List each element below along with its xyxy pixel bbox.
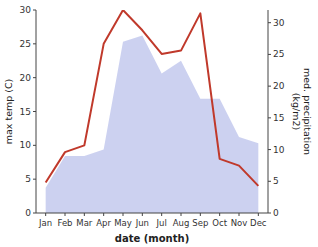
x-tick-label: Sep bbox=[192, 218, 208, 228]
plot-area bbox=[46, 10, 259, 213]
x-tick bbox=[258, 213, 259, 216]
y-tick bbox=[33, 111, 36, 112]
x-tick bbox=[239, 213, 240, 216]
x-tick bbox=[142, 213, 143, 216]
line bbox=[46, 10, 259, 186]
y-tick bbox=[33, 77, 36, 78]
x-tick-label: Jun bbox=[135, 218, 149, 228]
x-tick-label: Aug bbox=[173, 218, 190, 228]
y2-tick-label: 5 bbox=[273, 176, 279, 186]
y2-axis-label: med. precipitation(kg/m2) bbox=[291, 68, 313, 155]
chart-svg: 051015202530051015202530JanFebMarAprMayJ… bbox=[0, 0, 318, 247]
area bbox=[46, 35, 259, 213]
y2-tick bbox=[268, 22, 271, 23]
x-tick-label: Oct bbox=[212, 218, 227, 228]
x-tick-label: Dec bbox=[250, 218, 267, 228]
y2-tick bbox=[268, 213, 271, 214]
y2-tick-label: 30 bbox=[273, 18, 285, 28]
x-tick bbox=[103, 213, 104, 216]
y-tick bbox=[33, 43, 36, 44]
y-tick-label: 30 bbox=[20, 5, 32, 15]
y-tick bbox=[33, 213, 36, 214]
x-tick bbox=[161, 213, 162, 216]
x-tick-label: May bbox=[114, 218, 132, 228]
y2-axis-label-line: med. precipitation bbox=[302, 68, 313, 155]
y-tick bbox=[33, 179, 36, 180]
x-tick-label: Feb bbox=[57, 218, 72, 228]
x-tick bbox=[123, 213, 124, 216]
y-tick-label: 10 bbox=[20, 140, 32, 150]
x-tick bbox=[65, 213, 66, 216]
x-axis-line bbox=[36, 213, 268, 214]
y2-tick bbox=[268, 117, 271, 118]
x-tick bbox=[200, 213, 201, 216]
y-tick-label: 25 bbox=[20, 39, 31, 49]
y2-tick bbox=[268, 54, 271, 55]
y-tick-label: 20 bbox=[20, 73, 32, 83]
y-tick-label: 5 bbox=[25, 174, 31, 184]
x-tick bbox=[219, 213, 220, 216]
y2-axis-line bbox=[268, 10, 269, 213]
y-axis-label: max temp (C) bbox=[3, 79, 14, 145]
y2-axis-label-line: (kg/m2) bbox=[291, 93, 302, 130]
y2-tick-label: 0 bbox=[273, 208, 279, 218]
x-tick bbox=[45, 213, 46, 216]
x-tick bbox=[84, 213, 85, 216]
y2-tick bbox=[268, 181, 271, 182]
x-tick-label: Mar bbox=[76, 218, 93, 228]
y2-tick-label: 25 bbox=[273, 49, 284, 59]
x-tick bbox=[181, 213, 182, 216]
y2-tick bbox=[268, 149, 271, 150]
y-tick-label: 0 bbox=[25, 208, 31, 218]
y2-tick bbox=[268, 86, 271, 87]
chart-container: 051015202530051015202530JanFebMarAprMayJ… bbox=[0, 0, 318, 247]
y2-tick-label: 10 bbox=[273, 145, 285, 155]
y2-tick-label: 15 bbox=[273, 113, 284, 123]
y-tick bbox=[33, 145, 36, 146]
y-tick bbox=[33, 10, 36, 11]
x-tick-label: Nov bbox=[231, 218, 248, 228]
x-axis-label: date (month) bbox=[115, 233, 189, 244]
x-tick-label: Jul bbox=[156, 218, 167, 228]
y-tick-label: 15 bbox=[20, 107, 31, 117]
x-tick-label: Apr bbox=[96, 218, 111, 228]
y2-tick-label: 20 bbox=[273, 81, 285, 91]
x-tick-label: Jan bbox=[38, 218, 52, 228]
